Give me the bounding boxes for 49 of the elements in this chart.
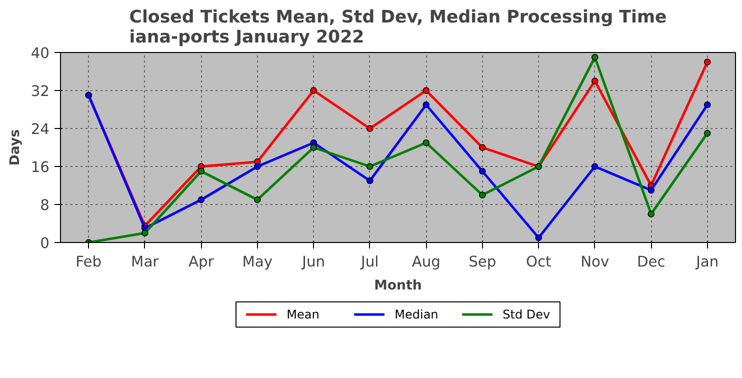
point	[254, 196, 261, 204]
point	[591, 163, 598, 170]
x-tick-label: Jul	[360, 254, 379, 270]
x-tick-label: Apr	[188, 254, 215, 270]
x-tick-label: Nov	[580, 254, 610, 270]
x-tick-label: Mar	[131, 254, 160, 270]
legend-label: Mean	[286, 308, 320, 322]
y-tick-label: 32	[30, 83, 50, 100]
point	[366, 177, 374, 184]
point	[535, 234, 542, 242]
point	[704, 130, 711, 137]
point	[422, 101, 430, 108]
y-tick-label: 0	[40, 235, 50, 252]
y-axis-title: Days	[8, 129, 23, 166]
point	[198, 168, 205, 175]
x-tick-label: Sep	[468, 254, 496, 270]
point	[198, 196, 205, 204]
point	[366, 125, 374, 132]
point	[704, 58, 711, 66]
point	[310, 87, 318, 94]
x-tick-label: Feb	[76, 254, 102, 270]
x-axis-title: Month	[374, 278, 422, 294]
point	[591, 78, 598, 84]
y-tick-label: 8	[40, 197, 50, 214]
point	[310, 144, 318, 151]
legend-label: Std Dev	[502, 308, 550, 322]
point	[422, 87, 430, 94]
y-tick-label: 24	[30, 121, 50, 138]
x-tick-label: Jun	[301, 254, 326, 270]
point	[141, 230, 148, 236]
chart-title: Closed Tickets Mean, Std Dev, Median Processing Time iana-ports January 2022	[129, 8, 667, 48]
point	[478, 168, 486, 175]
point	[254, 163, 261, 170]
x-tick-label: Aug	[412, 254, 440, 270]
point	[422, 139, 430, 146]
point	[704, 101, 711, 108]
point	[648, 186, 655, 194]
point	[366, 163, 374, 170]
point	[648, 210, 655, 218]
point	[478, 192, 486, 198]
y-tick-label: 16	[30, 159, 50, 176]
y-tick-label: 40	[30, 45, 50, 62]
legend-label: Median	[394, 308, 438, 322]
point	[478, 144, 486, 151]
x-tick-label: Oct	[526, 254, 552, 270]
x-tick-label: May	[242, 254, 273, 270]
point	[591, 54, 598, 61]
x-tick-label: Dec	[636, 254, 666, 270]
x-tick-label: Jan	[695, 254, 719, 270]
